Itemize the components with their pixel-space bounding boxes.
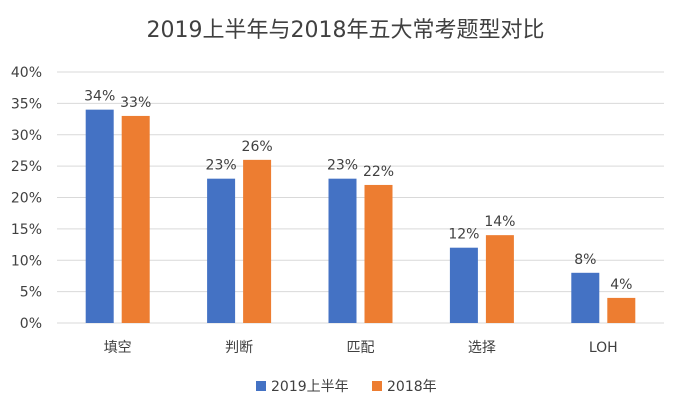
bar xyxy=(328,178,357,323)
x-category-label: LOH xyxy=(589,340,618,356)
bars xyxy=(85,109,636,324)
y-tick-label: 20% xyxy=(11,191,42,207)
bar xyxy=(364,184,393,323)
y-tick-label: 30% xyxy=(11,128,42,144)
bar xyxy=(607,297,636,323)
bar xyxy=(571,272,600,323)
y-tick-label: 35% xyxy=(11,96,42,112)
legend-label: 2019上半年 xyxy=(271,379,349,395)
data-label: 12% xyxy=(448,227,479,243)
y-tick-label: 10% xyxy=(11,253,42,269)
x-category-label: 判断 xyxy=(225,340,253,356)
data-label: 4% xyxy=(610,277,632,293)
data-label: 14% xyxy=(484,214,515,230)
x-category-label: 选择 xyxy=(468,340,496,356)
legend-swatch xyxy=(256,381,266,391)
bar xyxy=(207,178,236,323)
y-tick-label: 5% xyxy=(20,285,42,301)
legend: 2019上半年 2018年 xyxy=(256,379,437,395)
data-label: 22% xyxy=(363,164,394,180)
y-tick-label: 0% xyxy=(20,316,42,332)
data-label: 8% xyxy=(574,252,596,268)
legend-swatch xyxy=(372,381,382,391)
gridlines xyxy=(57,71,664,324)
y-tick-label: 25% xyxy=(11,159,42,175)
bar xyxy=(485,235,514,323)
y-tick-label: 15% xyxy=(11,222,42,238)
x-category-label: 匹配 xyxy=(347,340,375,356)
legend-label: 2018年 xyxy=(387,379,437,395)
bar xyxy=(85,109,114,324)
bar xyxy=(449,247,478,323)
chart-title: 2019上半年与2018年五大常考题型对比 xyxy=(147,18,545,43)
x-axis-categories: 填空 判断 匹配 选择 LOH xyxy=(104,340,618,356)
data-label: 34% xyxy=(84,89,115,105)
y-axis-ticks: 0% 5% 10% 15% 20% 25% 30% 35% 40% xyxy=(11,65,42,332)
data-label: 23% xyxy=(327,158,358,174)
bar xyxy=(121,115,150,323)
data-labels: 34% 33% 23% 26% 23% 22% 12% 14% 8% 4% xyxy=(84,89,632,293)
y-tick-label: 40% xyxy=(11,65,42,81)
bar xyxy=(243,159,272,323)
x-category-label: 填空 xyxy=(104,340,132,356)
data-label: 33% xyxy=(120,95,151,111)
data-label: 23% xyxy=(206,158,237,174)
data-label: 26% xyxy=(242,139,273,155)
